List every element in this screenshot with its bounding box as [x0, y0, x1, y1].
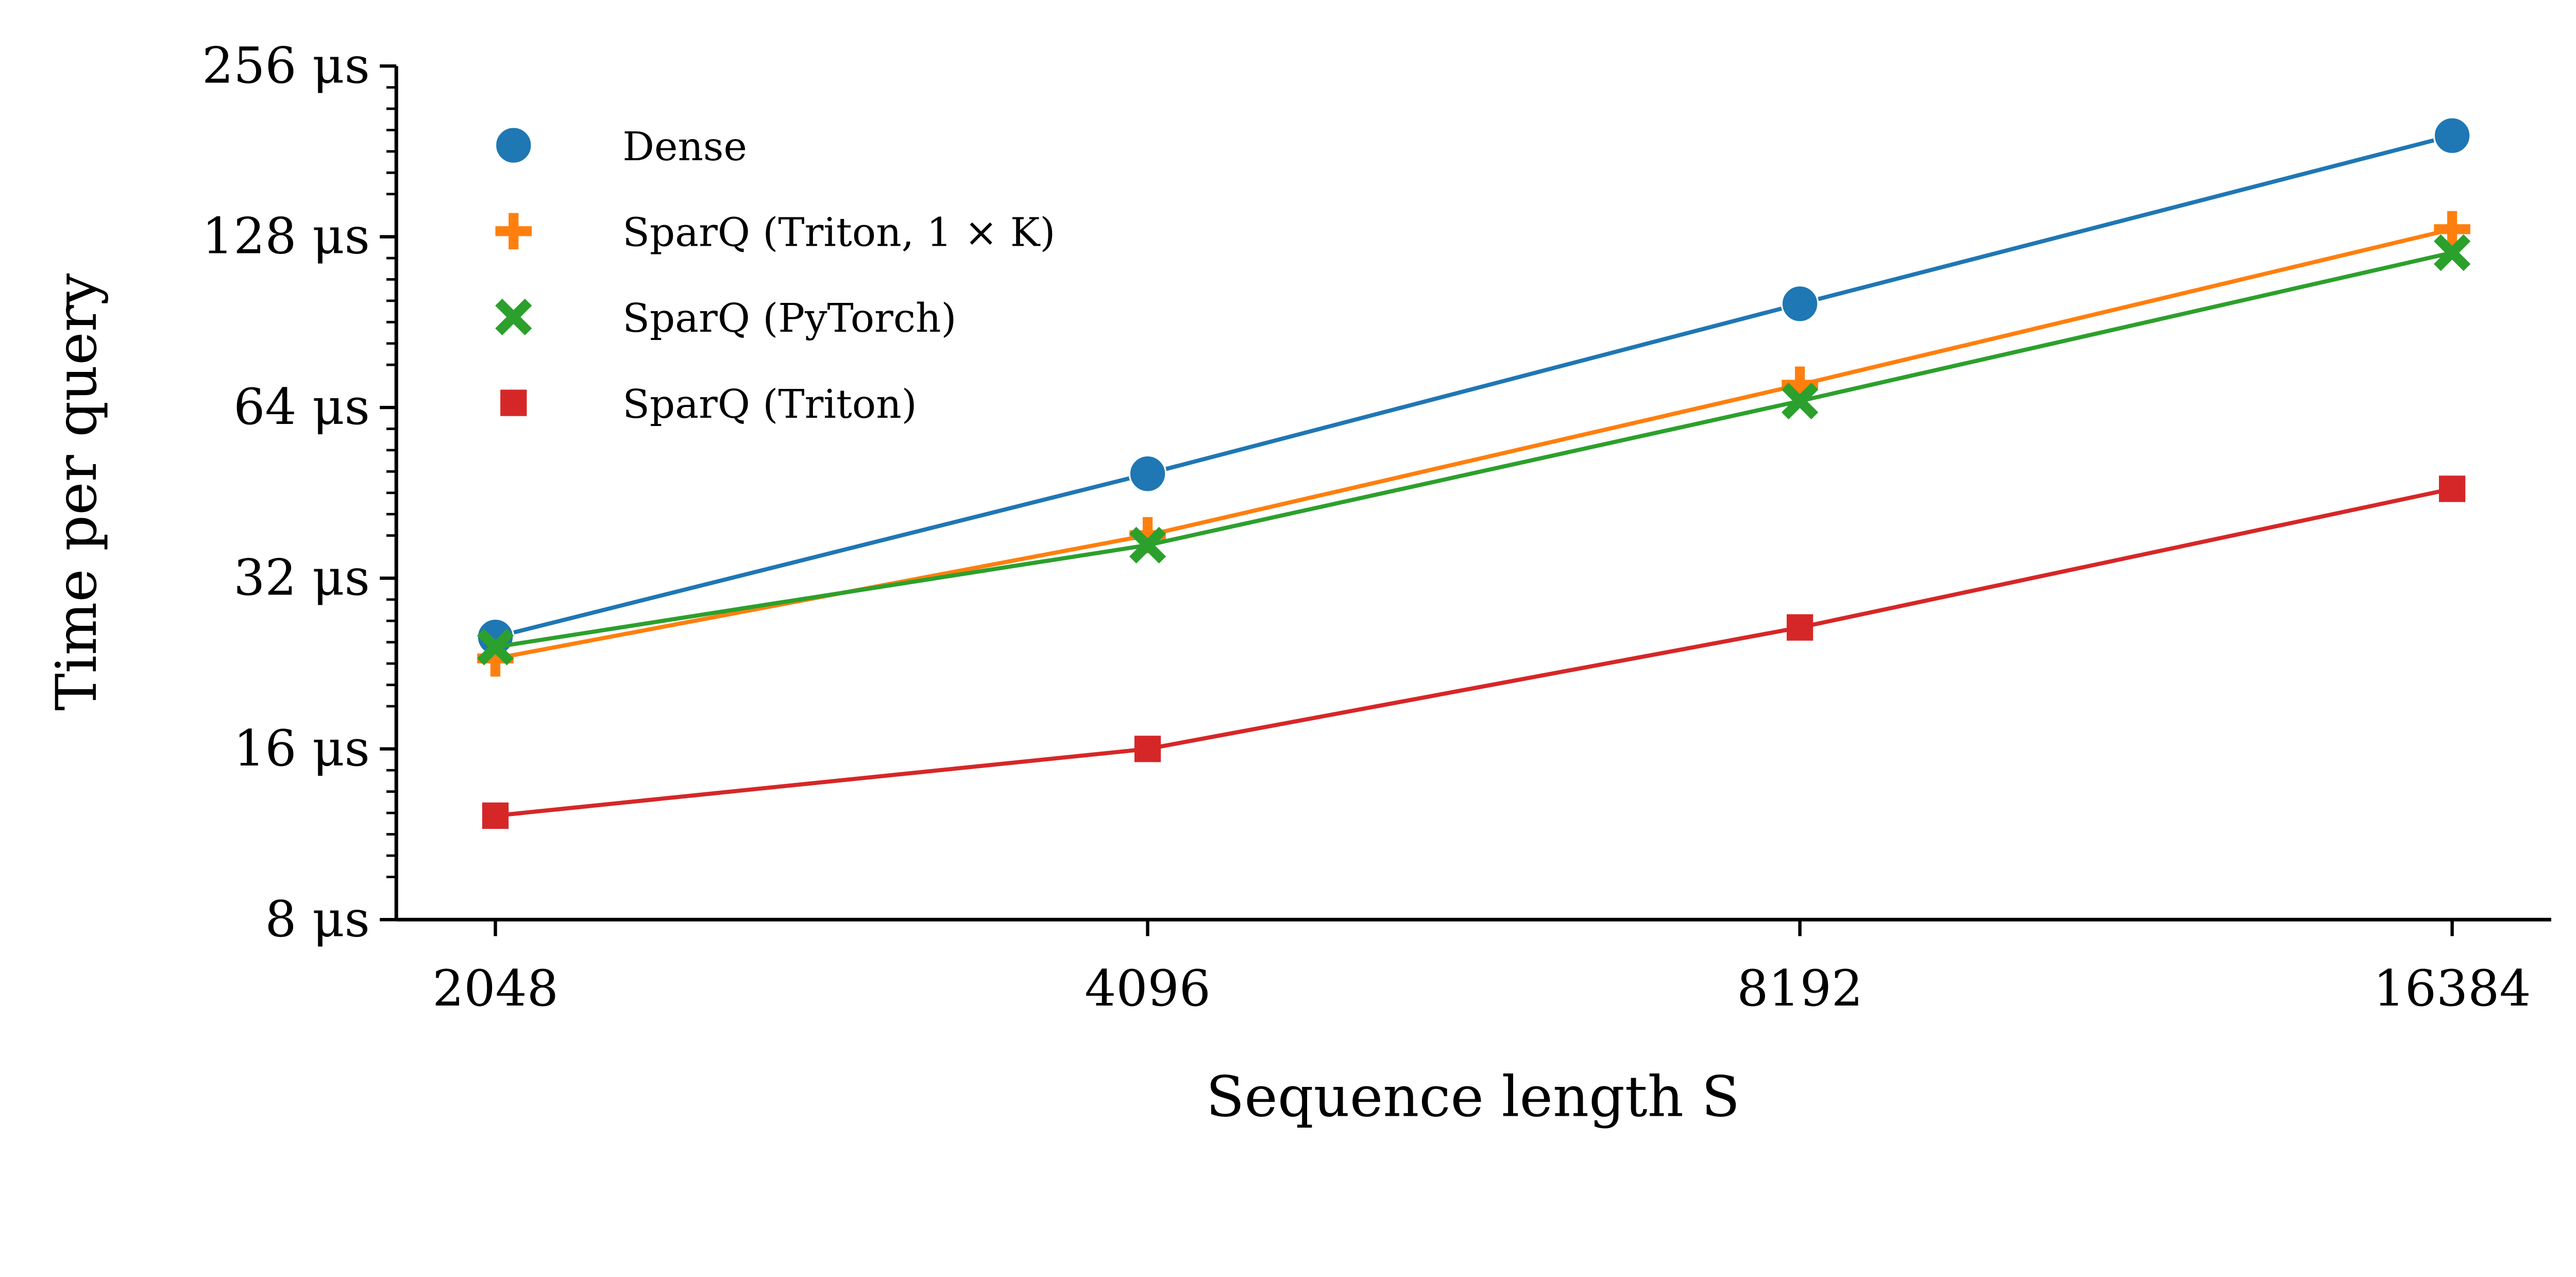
data-point	[477, 628, 514, 666]
data-point	[2438, 475, 2466, 502]
legend-marker	[494, 126, 533, 164]
y-axis-label: Time per query	[44, 273, 109, 710]
legend-label: SparQ (PyTorch)	[622, 296, 956, 342]
data-point	[482, 802, 509, 829]
data-point	[1128, 454, 1167, 493]
series-line	[495, 250, 2453, 649]
data-point	[1129, 526, 1166, 564]
data-point	[1786, 614, 1814, 641]
y-tick-label: 8 μs	[265, 890, 370, 948]
legend-label: SparQ (Triton, 1 × K)	[622, 210, 1055, 256]
x-tick-label: 4096	[1084, 960, 1211, 1017]
legend-marker	[495, 213, 532, 249]
legend-label: SparQ (Triton)	[622, 382, 917, 428]
series-3	[482, 475, 2466, 829]
data-point	[2433, 234, 2471, 271]
legend-marker	[500, 389, 527, 416]
data-point	[1134, 736, 1161, 762]
series-line	[495, 227, 2453, 661]
chart: 8 μs 16 μs 32 μs 64 μs 128 μs 256 μs 2048 4096 8…	[44, 37, 2551, 1130]
series-layer	[476, 116, 2471, 829]
series-line	[495, 486, 2453, 818]
data-point	[1781, 284, 1819, 323]
y-tick-label: 256 μs	[202, 37, 370, 94]
legend-label: Dense	[622, 124, 747, 170]
y-tick-label: 32 μs	[233, 549, 370, 606]
series-2	[477, 234, 2471, 666]
x-tick-label: 16384	[2374, 960, 2531, 1017]
y-tick-label: 64 μs	[233, 378, 370, 436]
x-axis-label: Sequence length S	[1206, 1064, 1740, 1130]
series-0	[476, 116, 2471, 656]
x-tick-label: 2048	[432, 960, 558, 1017]
data-point	[2433, 116, 2471, 155]
data-point	[2434, 211, 2470, 248]
series-line	[495, 133, 2453, 639]
y-tick-label: 16 μs	[233, 720, 370, 777]
legend-marker	[495, 298, 532, 336]
data-point	[1781, 382, 1819, 420]
legend: Dense SparQ (Triton, 1 × K) SparQ (PyTorch…	[494, 124, 1055, 428]
y-tick-label: 128 μs	[202, 208, 370, 265]
series-1	[477, 211, 2470, 677]
x-tick-label: 8192	[1737, 960, 1863, 1017]
axes: 8 μs 16 μs 32 μs 64 μs 128 μs 256 μs 2048 4096 8…	[202, 37, 2551, 1017]
